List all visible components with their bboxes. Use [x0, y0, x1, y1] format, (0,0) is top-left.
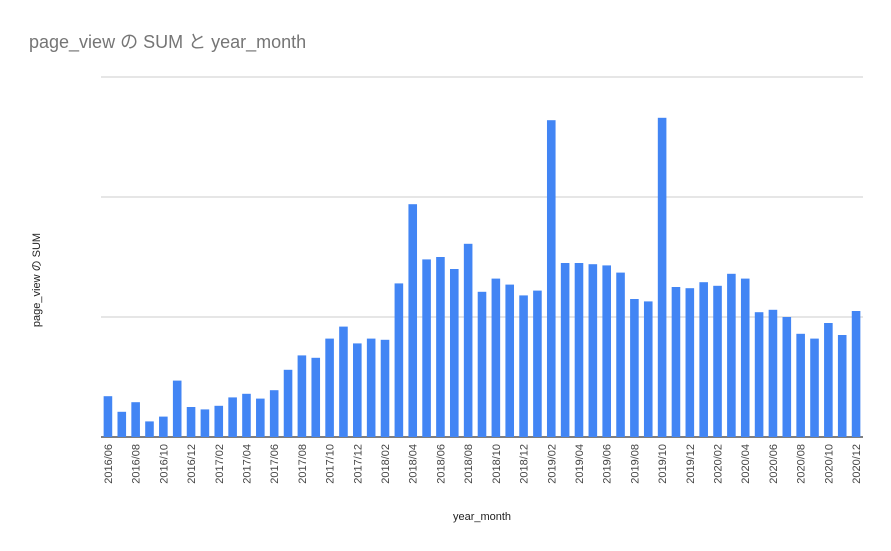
bar-2019/11: [671, 287, 681, 437]
bar-2019/08: [630, 299, 639, 437]
bar-2020/10: [824, 323, 833, 437]
bar-2017/12: [353, 343, 362, 437]
x-tick-label: 2018/08: [463, 444, 475, 484]
x-tick-labels: 2016/06 2016/08 2016/10 2016/12 2017/02 2017/…: [103, 444, 863, 484]
bar-2018/09: [477, 291, 487, 437]
bar-2019/05: [588, 264, 598, 437]
bar-2020/09: [810, 338, 819, 437]
x-tick-label: 2020/08: [796, 444, 808, 484]
bar-2020/04: [740, 278, 750, 437]
x-tick-label: 2018/04: [408, 444, 420, 484]
bar-2016/10: [159, 416, 168, 437]
bar-2017/04: [242, 393, 251, 437]
x-tick-label: 2018/10: [491, 444, 503, 484]
bar-2016/07: [117, 411, 127, 437]
bar-2019/12: [685, 288, 695, 437]
bar-2018/05: [422, 259, 431, 437]
bar-2018/01: [366, 338, 376, 437]
bar-2020/06: [768, 309, 778, 437]
x-tick-label: 2019/12: [685, 444, 697, 484]
bar-2019/02: [546, 120, 556, 437]
bar-2020/02: [713, 285, 722, 437]
bar-2019/06: [602, 265, 611, 437]
x-tick-label: 2019/06: [602, 444, 614, 484]
bar-2016/11: [172, 380, 182, 437]
bar-2020/12: [851, 311, 861, 437]
x-tick-label: 2018/02: [380, 444, 392, 484]
bar-2018/12: [519, 295, 528, 437]
x-tick-label: 2019/04: [574, 444, 586, 484]
x-tick-label: 2017/04: [241, 444, 253, 484]
bar-2020/05: [754, 312, 764, 437]
bars: [103, 117, 861, 438]
x-tick-label: 2019/10: [657, 444, 669, 484]
bar-2017/02: [214, 405, 224, 437]
x-axis-title: year_month: [453, 511, 511, 523]
bar-2019/07: [616, 272, 625, 437]
x-tick-label: 2018/12: [519, 444, 531, 484]
x-tick-label: 2017/02: [214, 444, 226, 484]
bar-2020/01: [699, 282, 708, 437]
bar-2017/06: [269, 390, 279, 437]
bar-2017/07: [283, 369, 293, 437]
bar-2019/01: [533, 290, 542, 437]
bar-2019/03: [560, 263, 570, 437]
x-tick-label: 2016/12: [186, 444, 198, 484]
chart-title: page_view の SUM と year_month: [29, 32, 307, 52]
x-tick-label: 2019/02: [546, 444, 558, 484]
bar-2018/08: [463, 243, 473, 437]
bar-2017/01: [200, 409, 210, 437]
bar-2018/07: [449, 269, 459, 437]
bar-2017/09: [311, 357, 321, 437]
bar-2016/06: [103, 396, 113, 437]
bar-2017/03: [228, 397, 237, 437]
x-tick-label: 2020/10: [823, 444, 835, 484]
bar-2017/11: [339, 326, 348, 437]
bar-2018/03: [394, 283, 404, 437]
bar-2019/10: [657, 117, 667, 438]
bar-2018/02: [380, 339, 390, 437]
x-tick-label: 2017/08: [297, 444, 309, 484]
bar-2020/03: [727, 273, 736, 437]
bar-2018/11: [505, 284, 515, 437]
x-tick-label: 2017/10: [325, 444, 337, 484]
bar-2018/10: [491, 278, 501, 437]
x-tick-label: 2017/12: [352, 444, 364, 484]
x-tick-label: 2018/06: [435, 444, 447, 484]
bar-2020/07: [782, 317, 792, 437]
bar-2019/04: [574, 263, 584, 437]
bar-2020/08: [796, 333, 805, 437]
x-tick-label: 2016/08: [131, 444, 143, 484]
y-axis-title: page_view の SUM: [31, 233, 43, 327]
bar-2016/08: [131, 402, 140, 437]
x-tick-label: 2020/12: [851, 444, 863, 484]
x-tick-label: 2016/06: [103, 444, 115, 484]
bar-2017/08: [297, 355, 307, 437]
bar-2018/04: [408, 204, 418, 437]
bar-2017/05: [256, 398, 265, 437]
bar-2017/10: [325, 338, 334, 437]
bar-2020/11: [837, 335, 847, 437]
x-tick-label: 2016/10: [158, 444, 170, 484]
x-tick-label: 2020/02: [713, 444, 725, 484]
x-tick-label: 2017/06: [269, 444, 281, 484]
bar-2019/09: [643, 301, 653, 437]
bar-2016/09: [145, 421, 154, 437]
x-tick-label: 2019/08: [629, 444, 641, 484]
x-tick-label: 2020/06: [768, 444, 780, 484]
x-tick-label: 2020/04: [740, 444, 752, 484]
bar-2016/12: [186, 407, 196, 437]
bar-2018/06: [436, 257, 445, 437]
